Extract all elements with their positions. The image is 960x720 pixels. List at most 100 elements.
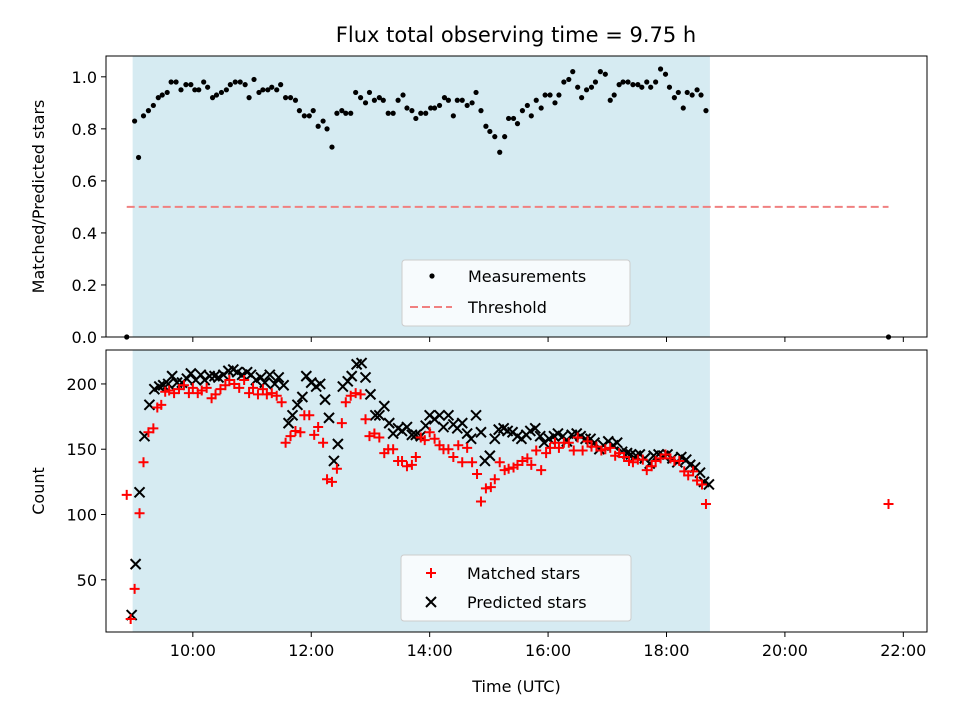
measurement-point [436, 102, 443, 109]
measurement-point [218, 89, 225, 96]
measurement-point [662, 71, 669, 77]
measurement-point [616, 82, 622, 88]
measurement-point [561, 79, 567, 85]
predicted-star-point [484, 450, 496, 462]
measurement-point [315, 123, 321, 129]
measurement-point [301, 113, 307, 119]
matched-star-point [121, 489, 132, 500]
measurement-point [395, 97, 401, 103]
measurement-point [164, 89, 170, 96]
matched-star-point [261, 389, 272, 400]
measurement-point [213, 92, 220, 98]
predicted-star-point [203, 370, 216, 382]
measurement-point [223, 87, 229, 93]
predicted-star-point [272, 371, 285, 384]
measurement-point [556, 92, 562, 98]
matched-star-point [388, 444, 399, 455]
y-tick-label: 0.4 [72, 224, 97, 243]
measurement-point [274, 87, 280, 93]
top-panel-y-ticks: 0.0 0.2 0.4 0.6 0.8 1.0 [72, 68, 106, 347]
measurement-point [334, 110, 340, 116]
measurement-point [579, 95, 585, 101]
matched-star-point [285, 431, 296, 442]
matched-star-point [201, 382, 212, 393]
measurement-point [611, 92, 617, 98]
measurement-point [242, 82, 248, 88]
measurement-point [227, 82, 233, 88]
measurement-point [454, 97, 460, 103]
x-tick-label: 18:00 [643, 641, 689, 660]
matched-star-point [138, 457, 149, 468]
measurement-point [510, 115, 517, 122]
measurement-point [246, 95, 252, 101]
measurement-point [306, 113, 312, 119]
measurement-point [538, 105, 544, 111]
measurement-point [183, 82, 189, 88]
predicted-star-point [369, 409, 382, 421]
measurement-point [431, 105, 438, 111]
matched-star-point [148, 423, 159, 434]
predicted-star-point [346, 370, 358, 382]
measurement-point [542, 92, 548, 98]
measurement-point [635, 82, 641, 88]
matched-star-point [156, 399, 167, 410]
measurement-point [413, 115, 419, 122]
measurement-point [666, 84, 673, 90]
matched-star-point [563, 437, 574, 448]
measurement-point [320, 118, 326, 124]
x-tick-label: 20:00 [762, 641, 808, 660]
measurement-point [178, 87, 184, 93]
matched-star-point [280, 437, 291, 448]
measurement-point [464, 102, 470, 109]
measurement-point [196, 87, 202, 93]
x-tick-label: 22:00 [880, 641, 926, 660]
measurement-point [343, 110, 349, 116]
y-tick-label: 150 [66, 440, 97, 459]
legend-matched-marker [426, 568, 436, 578]
matched-star-point [397, 455, 408, 466]
measurement-points [124, 66, 892, 340]
matched-star-point [582, 436, 593, 447]
measurement-point [278, 82, 284, 88]
predicted-star-point [383, 417, 395, 429]
measurement-point [492, 134, 498, 140]
y-tick-label: 1.0 [72, 68, 97, 87]
predicted-star-point [489, 433, 501, 445]
matched-star-point [674, 455, 685, 466]
matched-star-point [406, 459, 417, 470]
predicted-star-point [332, 438, 344, 450]
measurement-point [675, 89, 681, 96]
y-tick-label: 100 [66, 506, 97, 525]
measurement-point [592, 79, 599, 85]
x-tick-label: 10:00 [170, 641, 216, 660]
predicted-star-point [465, 433, 477, 445]
measurement-point [684, 89, 690, 96]
measurement-point [380, 97, 386, 103]
measurement-point [260, 87, 266, 93]
legend-threshold-label: Threshold [467, 298, 547, 317]
predicted-star-point [406, 429, 418, 441]
predicted-star-point [475, 426, 487, 438]
matched-star-point [336, 418, 347, 429]
measurement-point [329, 144, 335, 150]
matched-star-point [577, 445, 588, 456]
matched-star-point [646, 461, 657, 472]
matched-star-point [331, 463, 342, 474]
matched-star-point [401, 461, 412, 472]
measurement-point [625, 79, 631, 85]
matched-star-point [309, 429, 320, 440]
matched-star-point [290, 425, 301, 436]
matched-star-point [549, 437, 560, 448]
measurement-point [404, 105, 410, 111]
matched-star-point [183, 388, 194, 399]
measurement-point [292, 97, 299, 103]
predicted-star-point [166, 370, 178, 382]
matched-star-point [457, 457, 468, 468]
measurement-point [362, 100, 369, 106]
predicted-star-point [456, 417, 468, 429]
measurement-point [339, 108, 345, 114]
measurement-point [620, 79, 626, 85]
measurement-point [188, 82, 194, 88]
matched-star-point [489, 474, 500, 485]
predicted-star-point [291, 399, 304, 411]
